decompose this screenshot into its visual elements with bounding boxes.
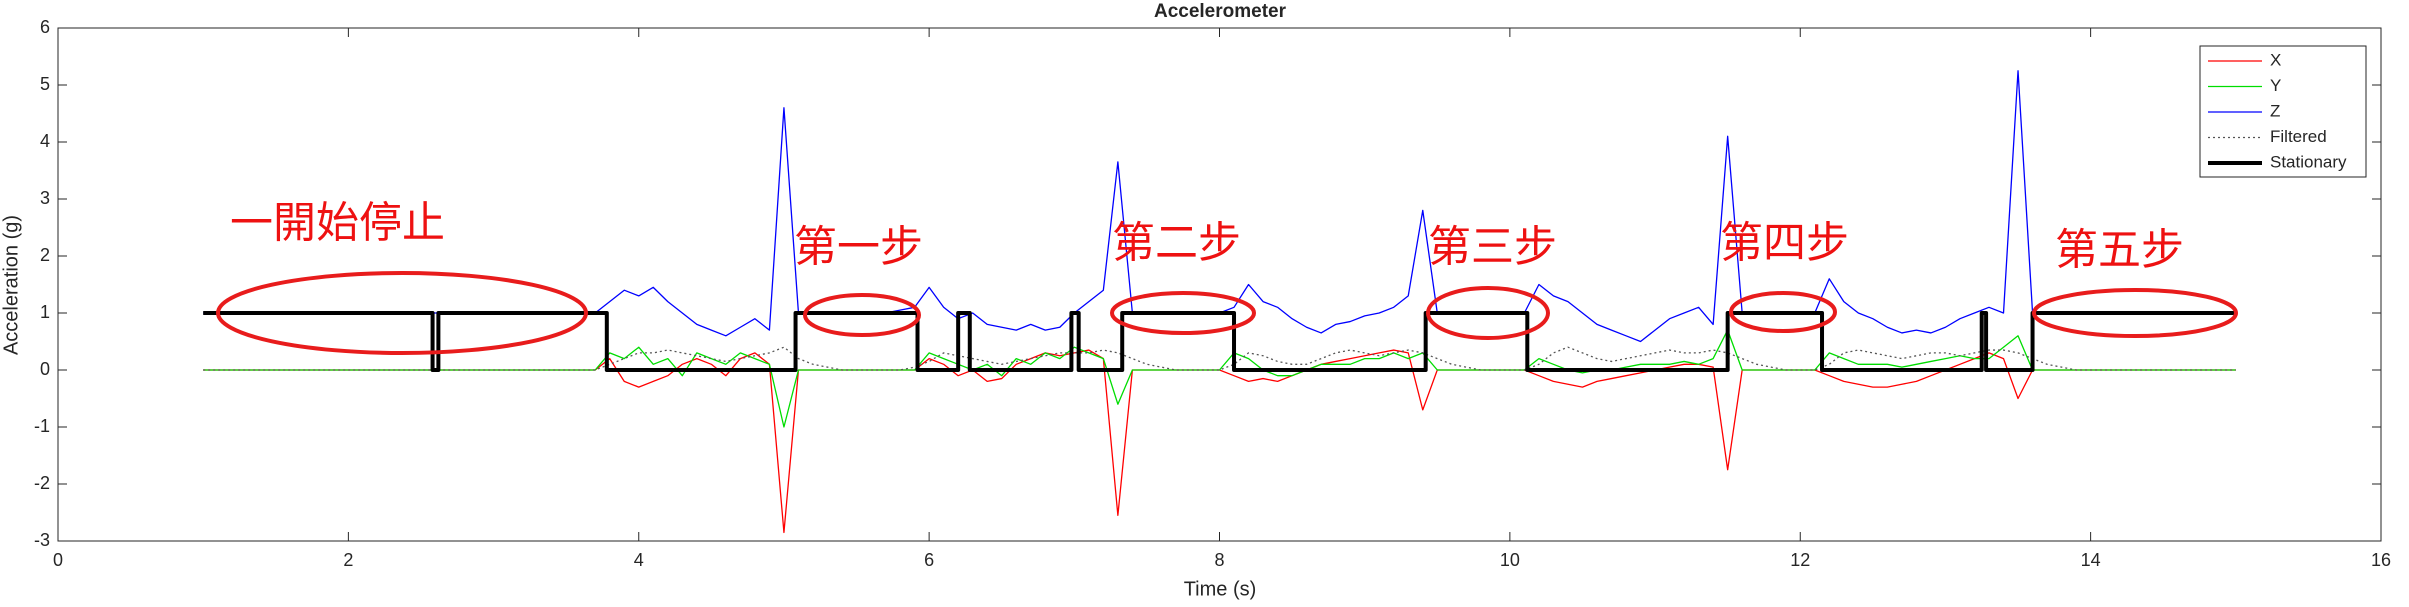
x-tick-label: 10	[1500, 550, 1520, 570]
annotation: 第五步	[2055, 226, 2184, 276]
y-tick-label: 5	[40, 74, 50, 94]
x-tick-label: 6	[924, 550, 934, 570]
legend-label: Z	[2270, 101, 2280, 120]
annotation: 第三步	[1428, 223, 1557, 273]
annotation-ellipse	[216, 271, 588, 355]
x-tick-label: 4	[634, 550, 644, 570]
x-tick-label: 0	[53, 550, 63, 570]
annotation: 第一步	[794, 223, 923, 273]
legend-label: Stationary	[2270, 152, 2347, 171]
y-tick-label: 4	[40, 131, 50, 151]
y-tick-label: -3	[34, 530, 50, 550]
x-tick-label: 2	[343, 550, 353, 570]
x-axis-label: Time (s)	[1184, 578, 1257, 600]
x-tick-label: 12	[1790, 550, 1810, 570]
annotation-ellipse	[803, 293, 921, 337]
annotation: 一開始停止	[230, 199, 445, 249]
y-tick-label: -2	[34, 473, 50, 493]
legend-label: Y	[2270, 76, 2281, 95]
y-tick-label: 3	[40, 188, 50, 208]
y-tick-label: -1	[34, 416, 50, 436]
y-tick-label: 2	[40, 245, 50, 265]
annotation: 第二步	[1112, 219, 1241, 269]
y-tick-label: 0	[40, 359, 50, 379]
x-tick-label: 14	[2081, 550, 2101, 570]
series-line	[203, 329, 2236, 428]
legend-label: X	[2270, 50, 2281, 69]
chart-title: Accelerometer	[1154, 1, 1287, 22]
annotation-ellipse	[1110, 291, 1256, 335]
plot-area	[57, 27, 2382, 542]
y-tick-label: 1	[40, 302, 50, 322]
y-axis-label: Acceleration (g)	[0, 215, 22, 355]
series-line	[203, 311, 2236, 372]
annotation: 第四步	[1720, 219, 1849, 269]
annotation-ellipse	[1729, 291, 1837, 333]
annotation-ellipse	[1426, 286, 1550, 340]
x-tick-label: 8	[1214, 550, 1224, 570]
annotation-ellipse	[2032, 288, 2238, 338]
x-tick-label: 16	[2371, 550, 2391, 570]
legend-label: Filtered	[2270, 127, 2327, 146]
y-tick-label: 6	[40, 17, 50, 37]
